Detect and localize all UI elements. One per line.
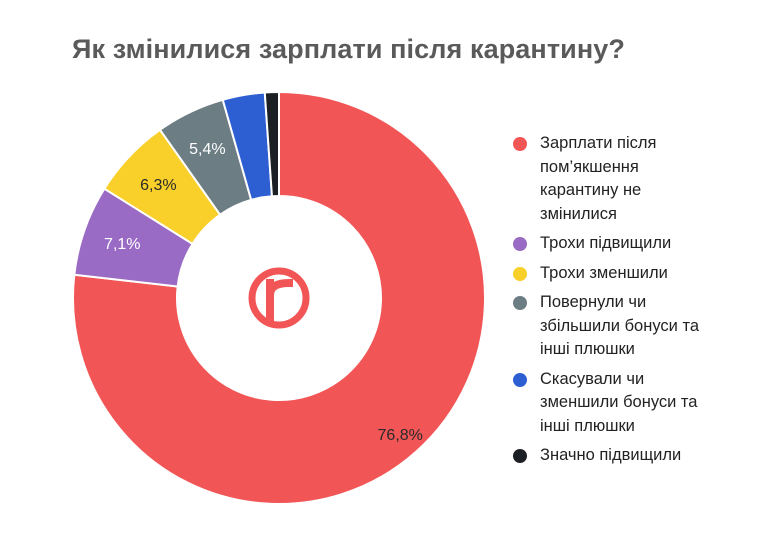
legend-label: інші плюшки (540, 340, 635, 358)
legend-item: Трохи підвищили (513, 232, 763, 256)
legend-item: Трохи зменшили (513, 262, 763, 286)
legend-swatch (513, 296, 527, 310)
legend-swatch (513, 237, 527, 251)
legend-label: пом’якшення (540, 157, 639, 176)
slice-value-label: 6,3% (140, 177, 176, 194)
slice-value-label: 76,8% (378, 427, 423, 444)
slice-value-label: 7,1% (104, 236, 140, 253)
legend-label: Значно підвищили (540, 446, 682, 464)
legend-label: збільшили бонуси та (540, 316, 700, 335)
legend-item: Повернули чи збільшили бонуси та інші плюш… (513, 291, 763, 362)
chart-title: Як змінилися зарплати після карантину? (72, 34, 625, 64)
chart-legend: Зарплати після пом’якшення карантину не змі… (513, 132, 763, 474)
legend-swatch (513, 372, 527, 387)
legend-swatch (513, 266, 527, 281)
legend-label: карантину не (540, 181, 642, 199)
donut-slice (72, 90, 486, 505)
legend-label: Повернули чи (540, 293, 647, 311)
legend-item: Скасували чи зменшили бонуси та інші плюшк… (513, 368, 763, 439)
legend-label: Зарплати після (540, 134, 657, 152)
legend-label: Трохи зменшили (540, 263, 668, 282)
legend-label: зменшили бонуси та (540, 393, 698, 411)
legend-label: інші плюшки (540, 416, 635, 435)
legend-label: Скасували чи (540, 369, 645, 388)
donut-slices (72, 90, 486, 505)
legend-item: Значно підвищили (513, 444, 763, 468)
slice-labels: 76,8% 7,1% 6,3% 5,4% (104, 141, 423, 444)
legend-item: Зарплати після пом’якшення карантину не змі… (513, 132, 763, 226)
legend-label: змінилися (540, 204, 617, 223)
slice-value-label: 5,4% (189, 141, 225, 158)
legend-label: Трохи підвищили (540, 234, 672, 252)
donut-slice (263, 90, 280, 198)
r-logo-icon (248, 267, 310, 329)
legend-swatch (513, 137, 527, 151)
legend-swatch (513, 449, 527, 463)
